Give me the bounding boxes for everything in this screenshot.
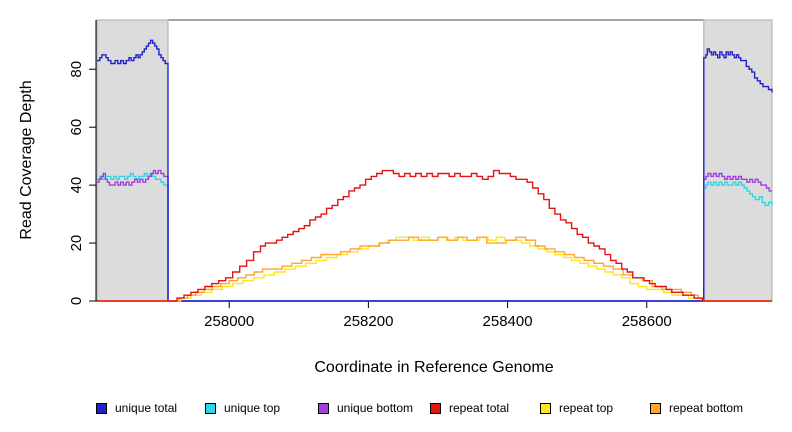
legend-swatch-unique-bottom xyxy=(318,402,329,414)
y-tick-label: 80 xyxy=(68,61,85,78)
x-tick-label: 258200 xyxy=(343,313,393,330)
y-tick-label: 60 xyxy=(68,119,85,136)
legend-item-repeat-total: repeat total xyxy=(430,401,509,415)
y-tick-label: 40 xyxy=(68,177,85,194)
legend-label-repeat-top: repeat top xyxy=(559,401,614,415)
legend-swatch-repeat-top xyxy=(540,402,551,414)
legend-item-unique-top: unique top xyxy=(205,401,280,415)
legend-item-repeat-top: repeat top xyxy=(540,401,613,415)
legend-swatch-repeat-bottom xyxy=(650,402,661,414)
legend-label-repeat-total: repeat total xyxy=(449,401,510,415)
series-line-repeat-total xyxy=(97,169,772,302)
legend-label-unique-total: unique total xyxy=(115,401,178,415)
series-line-unique-total xyxy=(97,39,773,302)
legend-item-unique-bottom: unique bottom xyxy=(318,401,413,415)
legend-item-unique-total: unique total xyxy=(96,401,177,415)
x-tick-label: 258400 xyxy=(483,313,533,330)
series-line-unique-top xyxy=(97,172,773,302)
series-line-unique-bottom xyxy=(97,169,772,302)
legend-label-repeat-bottom: repeat bottom xyxy=(669,401,744,415)
x-tick-label: 258000 xyxy=(204,313,254,330)
legend-label-unique-top: unique top xyxy=(224,401,281,415)
series-line-repeat-bottom xyxy=(97,236,772,302)
y-tick-label: 0 xyxy=(68,297,85,305)
y-tick-label: 20 xyxy=(68,235,85,252)
legend-swatch-unique-total xyxy=(96,402,107,414)
legend-swatch-repeat-total xyxy=(430,402,441,414)
legend-label-unique-bottom: unique bottom xyxy=(337,401,414,415)
shaded-region xyxy=(703,19,773,302)
shaded-region xyxy=(96,19,169,302)
y-axis-title: Read Coverage Depth xyxy=(18,80,35,240)
legend-swatch-unique-top xyxy=(205,402,216,414)
x-tick-label: 258600 xyxy=(622,313,672,330)
x-axis-title: Coordinate in Reference Genome xyxy=(314,359,554,376)
legend-item-repeat-bottom: repeat bottom xyxy=(650,401,743,415)
